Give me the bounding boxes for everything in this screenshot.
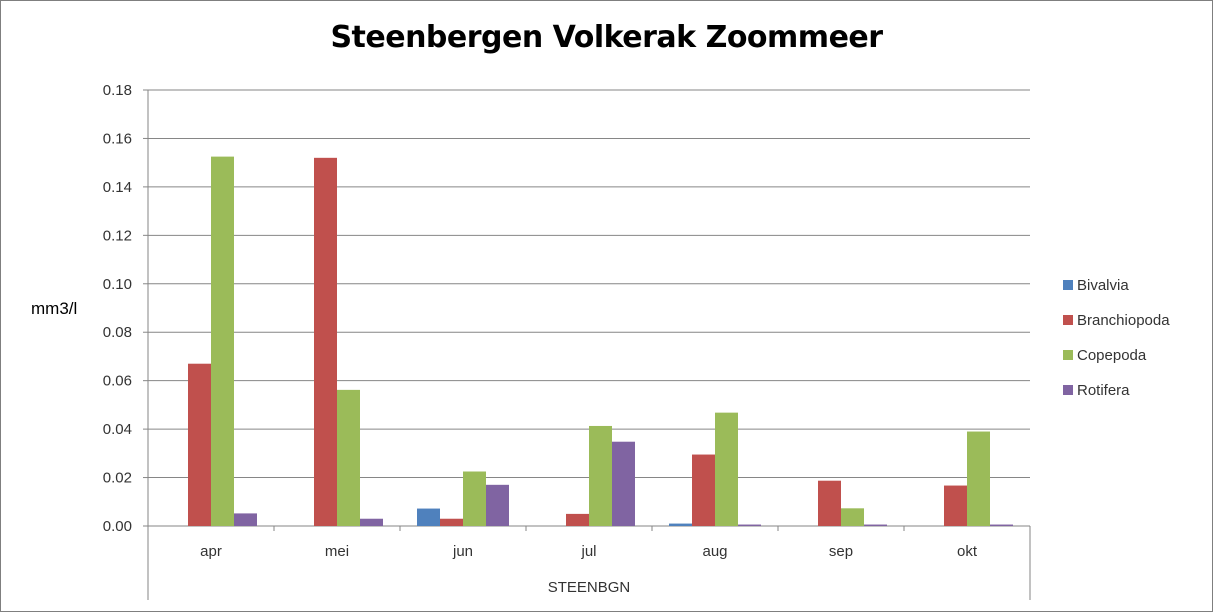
bar-copepoda-apr [211, 156, 234, 526]
y-tick-label: 0.08 [103, 324, 132, 341]
chart-title: Steenbergen Volkerak Zoommeer [330, 20, 883, 55]
legend-swatch-copepoda [1063, 350, 1073, 360]
x-axis-label: STEENBGN [548, 579, 631, 596]
bar-branchiopoda-okt [944, 485, 967, 526]
x-tick-label: jun [452, 543, 473, 560]
y-tick-label: 0.12 [103, 227, 132, 244]
bar-branchiopoda-sep [818, 480, 841, 526]
bar-copepoda-okt [967, 431, 990, 526]
y-tick-label: 0.10 [103, 276, 132, 293]
bar-branchiopoda-apr [188, 363, 211, 526]
bar-bivalvia-aug [669, 523, 692, 526]
bar-copepoda-sep [841, 508, 864, 526]
y-axis-label: mm3/l [31, 299, 78, 318]
legend-swatch-rotifera [1063, 385, 1073, 395]
bar-rotifera-apr [234, 513, 257, 526]
legend-label-branchiopoda: Branchiopoda [1077, 312, 1170, 329]
x-tick-label: sep [829, 543, 853, 560]
bar-rotifera-mei [360, 518, 383, 526]
bars [188, 156, 1013, 527]
x-tick-label: mei [325, 543, 349, 560]
legend-swatch-bivalvia [1063, 280, 1073, 290]
y-tick-label: 0.00 [103, 518, 132, 535]
legend-label-bivalvia: Bivalvia [1077, 277, 1129, 294]
y-tick-label: 0.02 [103, 470, 132, 487]
bar-rotifera-jun [486, 484, 509, 526]
x-tick-label: okt [957, 543, 978, 560]
y-tick-label: 0.04 [103, 421, 132, 438]
y-tick-label: 0.06 [103, 373, 132, 390]
bar-copepoda-aug [715, 412, 738, 526]
x-tick-label: apr [200, 543, 222, 560]
legend: Bivalvia Branchiopoda Copepoda Rotifera [1063, 277, 1170, 399]
y-tick-label: 0.14 [103, 179, 132, 196]
y-tick-label: 0.16 [103, 130, 132, 147]
bar-branchiopoda-jun [440, 518, 463, 526]
y-tick-label: 0.18 [103, 82, 132, 99]
bar-rotifera-aug [738, 524, 761, 526]
legend-swatch-branchiopoda [1063, 315, 1073, 325]
bar-copepoda-jul [589, 425, 612, 526]
bar-branchiopoda-mei [314, 157, 337, 527]
tick-labels: 0.00 0.02 0.04 0.06 0.08 0.10 0.12 0.14 0.16 0.18… [103, 82, 978, 560]
bar-branchiopoda-aug [692, 454, 715, 526]
gridlines [148, 89, 1030, 479]
x-tick-label: aug [702, 543, 727, 560]
bar-rotifera-jul [612, 441, 635, 526]
bar-rotifera-sep [864, 524, 887, 526]
bar-bivalvia-jun [417, 508, 440, 526]
bar-copepoda-mei [337, 389, 360, 526]
x-tick-label: jul [580, 543, 596, 560]
legend-label-copepoda: Copepoda [1077, 347, 1147, 364]
bar-copepoda-jun [463, 471, 486, 526]
bar-branchiopoda-jul [566, 513, 589, 526]
legend-label-rotifera: Rotifera [1077, 382, 1130, 399]
bar-rotifera-okt [990, 524, 1013, 526]
